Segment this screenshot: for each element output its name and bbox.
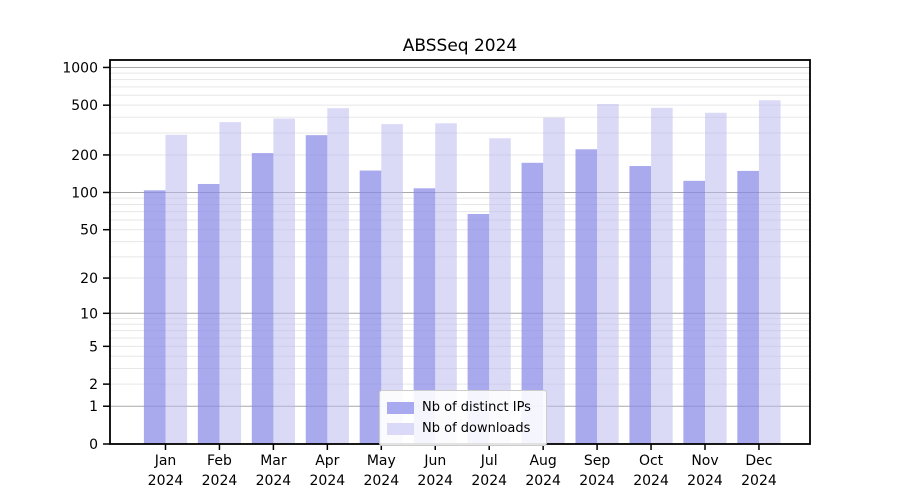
x-tick-label-month: May — [367, 453, 396, 469]
x-tick-label-month: Mar — [260, 453, 287, 469]
x-tick-label-year: 2024 — [202, 473, 238, 489]
x-tick-label-year: 2024 — [148, 473, 184, 489]
x-tick-label-year: 2024 — [256, 473, 292, 489]
x-tick-label-month: Jul — [480, 453, 498, 469]
bar-downloads-oct — [651, 107, 673, 444]
x-tick-label-month: Nov — [691, 453, 718, 469]
y-tick-label: 1 — [89, 399, 98, 415]
bar-distinct-ips-feb — [197, 183, 220, 444]
bar-distinct-ips-jan — [143, 190, 166, 444]
bar-distinct-ips-sep — [575, 149, 598, 445]
bar-downloads-mar — [273, 118, 295, 444]
x-tick-label-year: 2024 — [363, 473, 399, 489]
bar-downloads-dec — [758, 100, 781, 444]
chart-title: ABSSeq 2024 — [402, 36, 518, 56]
x-tick-label-month: Jan — [154, 453, 177, 469]
x-tick-label-month: Jun — [423, 453, 446, 469]
bar-downloads-jun — [435, 123, 457, 445]
x-tick-label-year: 2024 — [525, 473, 561, 489]
bar-downloads-may — [381, 124, 403, 444]
bar-distinct-ips-apr — [305, 135, 328, 444]
legend-label-downloads: Nb of downloads — [422, 421, 531, 436]
bar-downloads-jan — [165, 134, 188, 444]
legend: Nb of distinct IPs Nb of downloads — [379, 390, 547, 446]
x-tick-label-year: 2024 — [741, 473, 777, 489]
x-tick-label-year: 2024 — [633, 473, 669, 489]
bar-distinct-ips-jul — [467, 214, 490, 444]
x-tick-label-year: 2024 — [471, 473, 507, 489]
bar-downloads-feb — [219, 122, 242, 445]
bar-distinct-ips-may — [359, 170, 382, 444]
bar-distinct-ips-oct — [629, 166, 652, 444]
x-tick-label-month: Aug — [529, 453, 556, 469]
y-tick-label: 50 — [80, 223, 98, 239]
y-tick-label: 2 — [89, 377, 98, 393]
y-tick-label: 5 — [89, 339, 98, 355]
bar-downloads-jul — [489, 138, 511, 444]
legend-item-distinct-ips: Nb of distinct IPs — [387, 397, 538, 418]
distinct-ips-swatch — [387, 401, 414, 414]
x-tick-label-year: 2024 — [417, 473, 453, 489]
x-tick-label-month: Apr — [315, 453, 339, 469]
y-tick-label: 100 — [71, 185, 98, 201]
y-tick-label: 500 — [71, 98, 98, 114]
bar-distinct-ips-mar — [251, 153, 274, 444]
legend-label-distinct-ips: Nb of distinct IPs — [422, 400, 531, 415]
bar-distinct-ips-jun — [413, 188, 436, 444]
downloads-swatch — [387, 422, 414, 435]
x-tick-label-year: 2024 — [310, 473, 346, 489]
y-tick-label: 10 — [80, 306, 98, 322]
x-tick-label-month: Sep — [584, 453, 611, 469]
y-tick-label: 1000 — [62, 60, 98, 76]
bar-distinct-ips-dec — [737, 170, 759, 444]
bar-downloads-sep — [597, 103, 619, 444]
y-tick-label: 200 — [71, 148, 98, 164]
bar-downloads-apr — [327, 108, 349, 444]
x-tick-label-year: 2024 — [579, 473, 615, 489]
bar-distinct-ips-aug — [521, 162, 544, 444]
x-tick-label-month: Dec — [745, 453, 772, 469]
bar-downloads-nov — [705, 112, 727, 444]
bar-distinct-ips-nov — [683, 180, 705, 444]
y-tick-label: 20 — [80, 271, 98, 287]
bar-downloads-aug — [543, 117, 565, 445]
x-tick-label-year: 2024 — [687, 473, 723, 489]
x-tick-label-month: Oct — [639, 453, 664, 469]
x-tick-label-month: Feb — [207, 453, 232, 469]
legend-item-downloads: Nb of downloads — [387, 418, 538, 439]
y-tick-label: 0 — [89, 437, 98, 453]
